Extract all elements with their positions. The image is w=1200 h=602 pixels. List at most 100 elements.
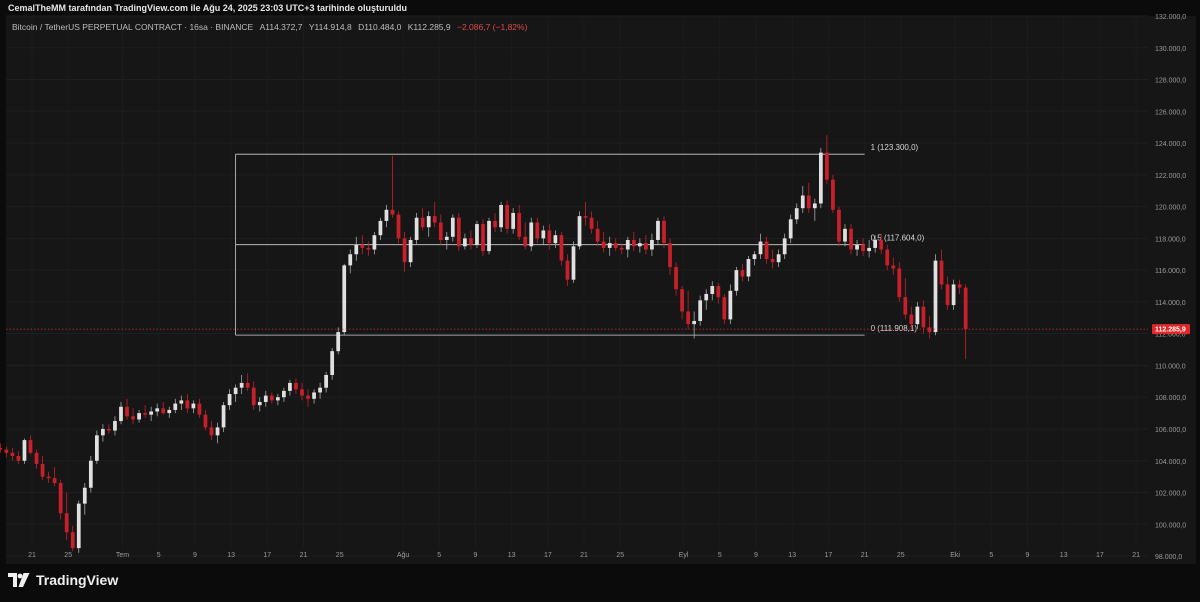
candle	[94, 430, 99, 464]
candle-body	[94, 435, 99, 461]
candle	[227, 389, 232, 410]
candle	[378, 217, 383, 240]
candle-body	[76, 503, 81, 549]
x-tick-label: 5	[157, 552, 161, 559]
candle	[360, 235, 365, 255]
candle-body	[275, 397, 280, 401]
candle	[867, 239, 871, 258]
candle-body	[837, 209, 841, 242]
candle	[903, 278, 908, 320]
candle	[782, 233, 787, 260]
candle	[282, 387, 286, 402]
candle-body	[149, 411, 154, 415]
candle-body	[625, 239, 630, 250]
candle	[770, 249, 775, 269]
candle	[463, 233, 467, 250]
candle	[873, 235, 878, 253]
candle-body	[909, 314, 914, 325]
candle	[64, 492, 69, 541]
candle	[650, 233, 654, 256]
candle-body	[855, 244, 859, 250]
candle	[426, 211, 431, 237]
candle	[716, 282, 721, 304]
candle	[637, 238, 642, 253]
candle-body	[209, 427, 214, 436]
candle	[143, 405, 147, 418]
x-tick-label: 5	[989, 552, 993, 559]
candle-body	[22, 440, 27, 461]
candle-body	[589, 217, 594, 229]
candle	[680, 286, 684, 320]
candle	[221, 401, 226, 433]
candle-body	[16, 455, 21, 461]
candle-body	[432, 216, 437, 223]
candle-body	[82, 487, 87, 504]
candle	[444, 232, 449, 250]
x-tick-label: Eki	[950, 552, 960, 559]
candle	[800, 185, 805, 213]
candle	[336, 327, 341, 355]
candle	[372, 232, 377, 255]
y-tick-label: 122.000,0	[1155, 173, 1186, 180]
candle	[812, 198, 817, 221]
y-tick-label: 130.000,0	[1155, 46, 1186, 53]
candle-body	[861, 244, 865, 252]
candle-body	[438, 222, 443, 240]
candle-body	[444, 236, 449, 240]
candle-body	[191, 403, 196, 409]
candle	[589, 211, 594, 234]
brand[interactable]: TradingView	[8, 572, 118, 588]
candle	[861, 238, 865, 256]
candle	[342, 263, 347, 336]
candle-body	[70, 532, 75, 549]
candle-body	[812, 203, 817, 209]
x-tick-label: 9	[193, 552, 197, 559]
candle	[619, 243, 624, 255]
candle	[746, 255, 751, 282]
candle-body	[577, 216, 582, 247]
candle-body	[185, 400, 190, 409]
candle-body	[306, 395, 310, 399]
candle-body	[233, 387, 238, 395]
candle	[511, 208, 516, 234]
candle-body	[674, 266, 678, 290]
x-tick-label: 21	[861, 552, 869, 559]
candle	[776, 249, 781, 267]
candle-body	[487, 220, 491, 252]
candle-body	[475, 224, 479, 245]
candle-body	[463, 238, 467, 247]
candle-body	[637, 243, 642, 247]
candle	[933, 254, 938, 336]
candle-body	[529, 222, 534, 247]
y-tick-label: 124.000,0	[1155, 141, 1186, 148]
x-tick-label: 13	[508, 552, 516, 559]
candle-body	[535, 222, 540, 239]
candle	[438, 214, 443, 245]
candle	[34, 449, 39, 469]
candle	[825, 135, 829, 185]
y-tick-label: 106.000,0	[1155, 427, 1186, 434]
candle	[668, 238, 672, 275]
candle-body	[499, 205, 503, 228]
candle-body	[215, 427, 220, 436]
candle-body	[662, 220, 666, 244]
candle-body	[951, 284, 956, 306]
candle	[251, 381, 256, 410]
x-tick-label: 25	[897, 552, 905, 559]
candle-body	[547, 230, 552, 244]
last-price-label: 112.285,9	[1155, 327, 1186, 334]
candle-body	[722, 297, 727, 320]
candle-body	[143, 413, 147, 415]
candle	[855, 239, 859, 256]
y-tick-label: 100.000,0	[1155, 522, 1186, 529]
candle-body	[167, 409, 172, 414]
candle	[149, 406, 154, 422]
candle-body	[583, 216, 588, 218]
candle	[764, 236, 769, 264]
candle	[300, 382, 304, 401]
candle-body	[34, 452, 39, 464]
candle-body	[251, 387, 256, 406]
x-tick-label: 9	[473, 552, 477, 559]
candle	[155, 403, 160, 417]
